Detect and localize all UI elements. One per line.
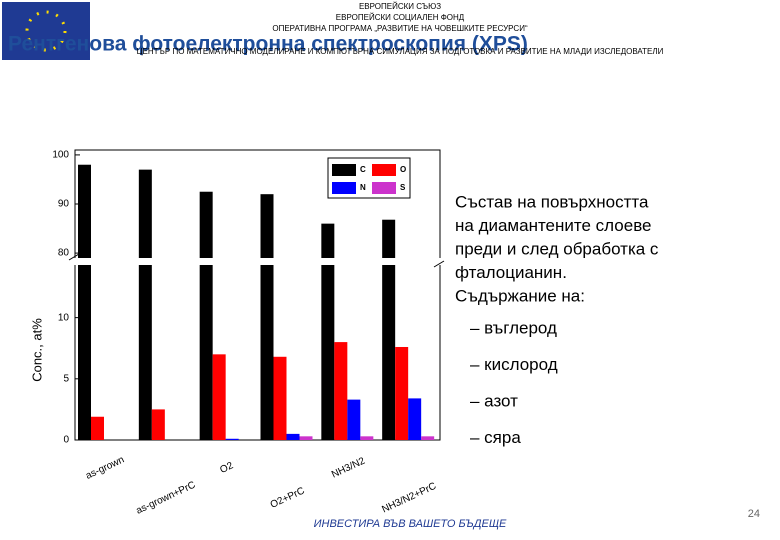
eu-flag	[2, 2, 90, 60]
bar	[395, 346, 409, 440]
bar	[382, 265, 396, 440]
description-item: – сяра	[470, 428, 521, 447]
description-line: Състав на повърхността	[455, 192, 649, 211]
slide-title: Рентгенова фотоелектронна спектроскопия …	[8, 33, 528, 56]
bar	[199, 191, 213, 258]
legend-swatch	[372, 164, 396, 176]
header-line: ОПЕРАТИВНА ПРОГРАМА „РАЗВИТИЕ НА ЧОВЕШКИ…	[272, 24, 528, 33]
y-tick-label: 90	[58, 199, 70, 210]
y-tick-label: 10	[58, 312, 70, 323]
legend-label: C	[360, 165, 366, 174]
bar	[78, 164, 91, 258]
bar	[299, 436, 313, 440]
bar	[78, 265, 91, 440]
description-line: на диамантените слоеве	[455, 216, 652, 235]
x-tick-label: as-grown+PrC	[134, 480, 197, 517]
bar	[260, 265, 274, 440]
break-mark	[433, 260, 445, 268]
x-tick-label: NH3/N2+PrC	[380, 481, 438, 516]
description-line: Съдържание на:	[455, 286, 585, 305]
bar	[382, 219, 396, 258]
axis-break	[71, 258, 444, 265]
legend-swatch	[332, 182, 356, 194]
bar	[408, 398, 422, 440]
bar	[360, 436, 374, 440]
bar	[199, 265, 213, 440]
bar	[138, 265, 152, 440]
eu-stars	[25, 10, 67, 52]
bar	[260, 194, 274, 258]
legend-swatch	[332, 164, 356, 176]
bar	[225, 438, 239, 440]
bar	[347, 399, 361, 440]
bar	[138, 169, 152, 258]
x-tick-label: O2	[218, 460, 235, 476]
y-axis-label: Conc., at%	[29, 318, 44, 382]
description-line: преди и след обработка с	[455, 239, 659, 258]
plot-frame	[74, 149, 441, 441]
break-mark	[68, 253, 80, 261]
page-number: 24	[748, 508, 760, 520]
legend-label: N	[360, 183, 366, 192]
description-item: – азот	[470, 391, 518, 410]
bar	[421, 436, 435, 440]
description-line: фталоцианин.	[455, 263, 567, 282]
y-tick-label: 100	[52, 150, 69, 161]
bar	[321, 223, 335, 258]
bar	[321, 265, 335, 440]
header-line: ЦЕНТЪР ПО МАТЕМАТИЧНО МОДЕЛИРАНЕ И КОМПЮ…	[137, 47, 664, 56]
header-line: ЕВРОПЕЙСКИ СОЦИАЛЕН ФОНД	[336, 13, 465, 22]
x-tick-label: O2+PrC	[269, 485, 307, 510]
bar	[151, 409, 165, 440]
legend-label: O	[400, 165, 406, 174]
y-tick-label: 80	[58, 248, 70, 259]
description-item: – въглерод	[470, 318, 557, 337]
x-tick-label: as-grown	[84, 454, 126, 481]
footer-slogan: ИНВЕСТИРА ВЪВ ВАШЕТО БЪДЕЩЕ	[314, 518, 507, 530]
bar	[91, 416, 104, 440]
x-tick-label: NH3/N2	[330, 455, 367, 480]
bar	[212, 354, 226, 440]
y-tick-label: 5	[63, 373, 69, 384]
header-line: ЕВРОПЕЙСКИ СЪЮЗ	[359, 2, 441, 11]
legend-label: S	[400, 183, 406, 192]
legend-swatch	[372, 182, 396, 194]
bar	[334, 342, 348, 440]
description-item: – кислород	[470, 355, 558, 374]
bar	[286, 433, 300, 440]
y-tick-label: 0	[63, 435, 69, 446]
bar	[273, 356, 287, 440]
